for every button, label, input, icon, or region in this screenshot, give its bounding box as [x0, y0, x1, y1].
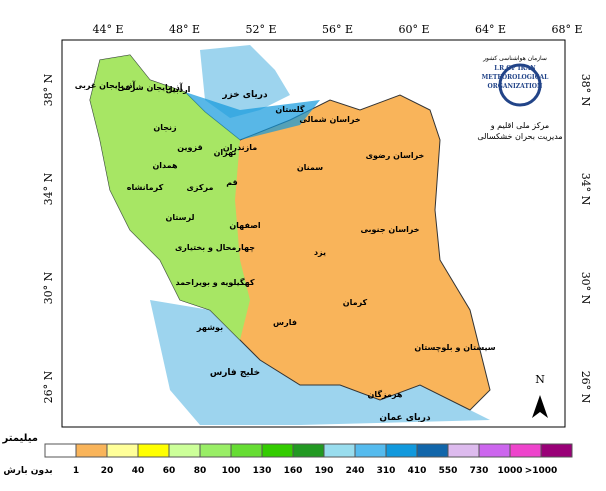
- province-label: آذربایجان غربی: [75, 80, 136, 90]
- province-label: زنجان: [153, 123, 177, 132]
- legend-label: 100: [222, 466, 241, 476]
- province-label: خراسان شمالی: [299, 115, 361, 124]
- legend-label: بدون بارش: [3, 466, 52, 476]
- province-label: قم: [226, 178, 238, 187]
- logo-fa: سازمان هواشناسی کشور: [482, 55, 547, 62]
- province-label: کهگیلویه و بویراحمد: [175, 277, 254, 287]
- caspian-coast-wet: [185, 92, 320, 140]
- legend-label: 160: [284, 466, 303, 476]
- province-label: کرمان: [343, 298, 368, 307]
- legend-label: 240: [346, 466, 365, 476]
- wet-region: [90, 55, 250, 340]
- legend-swatch: [323, 443, 356, 458]
- legend-swatch: [168, 443, 201, 458]
- caspian-sea: [200, 45, 290, 118]
- legend-label: 310: [377, 466, 396, 476]
- latitude-label: 26° N: [42, 370, 55, 403]
- province-label: اردبیل: [166, 85, 191, 94]
- province-label: یزد: [314, 248, 326, 257]
- legend-label: 20: [101, 466, 114, 476]
- north-arrow: [532, 395, 548, 418]
- legend-swatch: [292, 443, 325, 458]
- province-label: خراسان جنوبی: [360, 225, 419, 234]
- sea-label: دریای عمان: [379, 413, 431, 423]
- longitude-label: 64° E: [475, 23, 506, 36]
- legend-label: 1000: [497, 466, 522, 476]
- legend-unit: میلیمتر: [2, 433, 38, 444]
- legend-label: 190: [315, 466, 334, 476]
- legend-swatch: [509, 443, 542, 458]
- legend-swatch: [75, 443, 108, 458]
- province-label: مازندران: [223, 143, 257, 152]
- latitude-label: 38° N: [42, 73, 55, 106]
- legend-swatch: [540, 443, 573, 458]
- province-label: هرمزگان: [368, 389, 403, 399]
- legend-label: 40: [132, 466, 145, 476]
- logo-en: ORGANIZATION: [488, 83, 543, 90]
- logo-center: مرکز ملی اقلیم و: [490, 121, 549, 130]
- province-label: گلستان: [275, 104, 305, 114]
- legend-label: 60: [163, 466, 176, 476]
- legend-swatch: [199, 443, 232, 458]
- legend-swatch: [478, 443, 511, 458]
- north-label: N: [535, 373, 545, 386]
- longitude-label: 44° E: [92, 23, 123, 36]
- latitude-label: 30° N: [579, 272, 592, 305]
- legend-label: >1000: [525, 466, 558, 476]
- gulf: [150, 300, 490, 425]
- province-label: همدان: [152, 161, 178, 170]
- province-label: لرستان: [166, 213, 195, 222]
- legend-swatch: [137, 443, 170, 458]
- latitude-label: 34° N: [579, 173, 592, 206]
- province-label: سیستان و بلوچستان: [414, 343, 495, 352]
- legend-swatch: [447, 443, 480, 458]
- sea-label: دریای خزر: [221, 90, 268, 100]
- province-label: چهارمحال و بختیاری: [175, 243, 255, 252]
- longitude-label: 68° E: [551, 23, 582, 36]
- legend-swatch: [106, 443, 139, 458]
- legend-swatch: [230, 443, 263, 458]
- legend-label: 130: [253, 466, 272, 476]
- province-label: فارس: [273, 318, 297, 328]
- province-label: اصفهان: [229, 221, 261, 230]
- latitude-label: 34° N: [42, 172, 55, 205]
- province-label: بوشهر: [196, 323, 223, 332]
- province-label: قزوین: [177, 143, 202, 152]
- logo-center: مدیریت بحران خشکسالی: [477, 132, 562, 141]
- legend-label: 730: [470, 466, 489, 476]
- legend-label: 1: [73, 466, 79, 476]
- longitude-label: 56° E: [322, 23, 353, 36]
- sea-label: خلیج فارس: [210, 368, 260, 378]
- legend-swatch: [416, 443, 449, 458]
- legend-label: 80: [194, 466, 207, 476]
- latitude-label: 26° N: [579, 371, 592, 404]
- province-label: کرمانشاه: [127, 183, 164, 192]
- legend-label: 410: [408, 466, 427, 476]
- province-label: خراسان رضوی: [366, 151, 425, 160]
- legend-swatch: [385, 443, 418, 458]
- latitude-label: 38° N: [579, 74, 592, 107]
- longitude-label: 52° E: [245, 23, 276, 36]
- longitude-label: 60° E: [398, 23, 429, 36]
- legend-swatch: [261, 443, 294, 458]
- logo-en: METEOROLOGICAL: [482, 74, 549, 81]
- province-label: آذربایجان شرقی: [117, 82, 182, 92]
- longitude-label: 48° E: [169, 23, 200, 36]
- logo-mark: [498, 63, 542, 107]
- logo-en: I.R.OF IRAN: [494, 65, 536, 72]
- province-label: تهران: [214, 148, 237, 157]
- latitude-label: 30° N: [42, 271, 55, 304]
- legend-swatch: [44, 443, 77, 458]
- legend-label: 550: [439, 466, 458, 476]
- province-label: سمنان: [297, 163, 323, 172]
- legend-swatch: [354, 443, 387, 458]
- province-label: مرکزی: [187, 183, 214, 192]
